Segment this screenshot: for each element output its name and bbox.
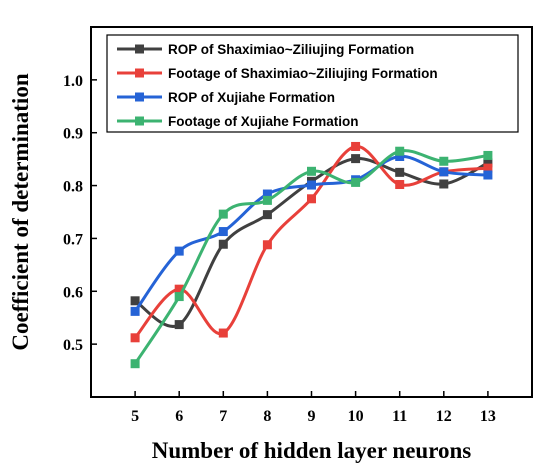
legend-label: ROP of Xujiahe Formation xyxy=(168,90,335,105)
data-point-marker xyxy=(483,163,493,173)
data-point-marker xyxy=(439,156,449,166)
data-point-marker xyxy=(483,158,493,168)
x-tick-label: 9 xyxy=(308,408,316,425)
x-tick-label: 7 xyxy=(219,408,227,425)
data-point-marker xyxy=(483,150,493,160)
data-point-marker xyxy=(262,210,272,220)
y-tick-label: 0.8 xyxy=(63,179,83,196)
x-tick-label: 5 xyxy=(131,408,139,425)
legend-box xyxy=(106,34,519,133)
legend-swatch-marker xyxy=(135,44,144,54)
data-point-marker xyxy=(307,180,316,190)
y-tick-label: 1.0 xyxy=(63,73,83,90)
data-point-marker xyxy=(262,195,272,205)
x-tick-label: 12 xyxy=(436,408,452,425)
x-axis-title: Number of hidden layer neurons xyxy=(152,438,472,463)
legend-item: Footage of Shaximiao~Ziliujing Formation xyxy=(117,66,438,81)
data-point-marker xyxy=(130,296,140,306)
data-point-marker xyxy=(395,146,405,156)
x-tick-label: 6 xyxy=(175,408,183,425)
legend-swatch-marker xyxy=(135,92,144,102)
data-point-marker xyxy=(351,141,361,151)
data-point-marker xyxy=(130,306,140,316)
legend-item: ROP of Shaximiao~Ziliujing Formation xyxy=(117,42,414,57)
data-point-marker xyxy=(439,167,449,177)
data-point-marker xyxy=(351,154,361,164)
data-point-marker xyxy=(174,320,184,330)
legend-label: ROP of Shaximiao~Ziliujing Formation xyxy=(168,42,414,57)
data-point-marker xyxy=(218,209,228,219)
y-tick-label: 0.6 xyxy=(63,284,83,301)
x-tick-label: 10 xyxy=(348,408,364,425)
series-1 xyxy=(130,154,493,330)
series-layer xyxy=(130,141,493,369)
data-point-marker xyxy=(218,239,228,249)
data-point-marker xyxy=(262,189,272,199)
data-point-marker xyxy=(174,292,184,302)
data-point-marker xyxy=(174,284,184,294)
x-tick-label: 13 xyxy=(480,408,496,425)
x-tick-label: 11 xyxy=(392,408,407,425)
legend-label: Footage of Shaximiao~Ziliujing Formation xyxy=(168,66,438,81)
data-point-marker xyxy=(130,333,140,343)
data-point-marker xyxy=(218,227,228,237)
data-point-marker xyxy=(174,246,184,256)
data-point-marker xyxy=(218,328,228,338)
x-tick-label: 8 xyxy=(263,408,271,425)
y-axis-title: Coefficient of determination xyxy=(8,73,33,350)
data-point-marker xyxy=(395,167,405,177)
data-point-marker xyxy=(262,240,272,250)
data-point-marker xyxy=(130,359,140,369)
data-point-marker xyxy=(439,179,449,189)
legend-swatch-marker xyxy=(135,116,144,126)
legend-item: ROP of Xujiahe Formation xyxy=(117,90,335,105)
y-tick-label: 0.5 xyxy=(63,337,83,354)
data-point-marker xyxy=(307,166,316,176)
ticks-layer: 5 6 7 8 9 10 11 12 13 0.5 0.6 0.7 0.8 0.9 1.0 xyxy=(63,73,496,425)
legend-label: Footage of Xujiahe Formation xyxy=(168,114,359,129)
data-point-marker xyxy=(351,177,361,187)
legend-item: Footage of Xujiahe Formation xyxy=(117,114,359,129)
legend-swatch-marker xyxy=(135,68,144,78)
data-point-marker xyxy=(483,170,493,180)
data-point-marker xyxy=(395,180,405,190)
series-line xyxy=(133,144,489,339)
y-tick-label: 0.9 xyxy=(63,126,83,143)
series-4 xyxy=(130,146,493,369)
legend: ROP of Shaximiao~Ziliujing Formation Foot… xyxy=(106,34,519,133)
data-point-marker xyxy=(395,152,405,161)
data-point-marker xyxy=(307,194,316,204)
y-tick-label: 0.7 xyxy=(63,231,83,248)
